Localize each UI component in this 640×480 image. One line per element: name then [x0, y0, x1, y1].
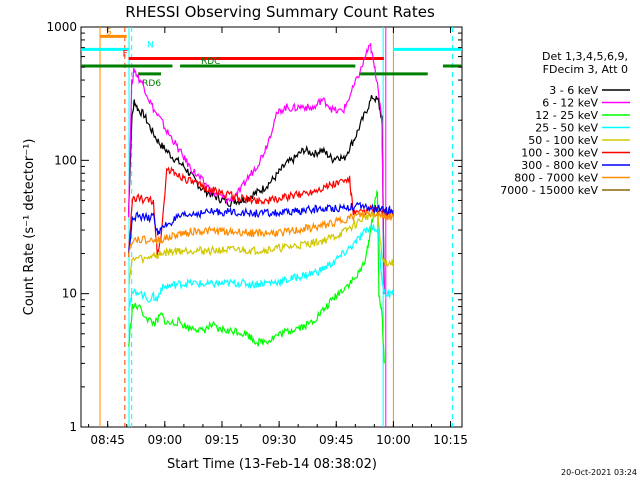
- legend-label-5: 100 - 300 keV: [521, 147, 598, 160]
- x-axis-label: Start Time (13-Feb-14 08:38:02): [167, 457, 377, 472]
- legend-label-7: 800 - 7000 keV: [514, 172, 598, 185]
- series-line-1: [128, 43, 385, 294]
- legend-label-3: 25 - 50 keV: [535, 122, 598, 135]
- x-tick-label-6: 10:15: [433, 433, 468, 447]
- legend-label-1: 6 - 12 keV: [542, 97, 598, 110]
- x-tick-label-2: 09:15: [205, 433, 240, 447]
- legend-label-8: 7000 - 15000 keV: [500, 184, 598, 197]
- y-tick-label-0: 1: [69, 420, 77, 434]
- series-line-0: [128, 95, 385, 294]
- timestamp: 20-Oct-2021 03:24: [561, 468, 637, 477]
- series-line-4: [128, 210, 394, 284]
- legend: Det 1,3,4,5,6,9,FDecim 3, Att 0 3 - 6 keV…: [500, 50, 630, 197]
- plot-frame: [80, 26, 463, 428]
- interval-label-0: S: [106, 27, 112, 37]
- y-tick-label-2: 100: [54, 153, 77, 167]
- y-tick-label-3: 1000: [46, 20, 77, 34]
- series-line-6: [128, 201, 394, 253]
- interval-label-4: RDC: [201, 57, 220, 67]
- legend-header-1: FDecim 3, Att 0: [543, 63, 628, 76]
- series-line-5: [128, 166, 394, 257]
- x-tick-label-0: 08:45: [90, 433, 125, 447]
- legend-label-2: 12 - 25 keV: [535, 109, 598, 122]
- series-line-3: [128, 224, 394, 311]
- legend-label-0: 3 - 6 keV: [549, 84, 598, 97]
- interval-label-7: RD6: [142, 79, 161, 89]
- legend-header-0: Det 1,3,4,5,6,9,: [542, 50, 628, 63]
- series-line-7: [128, 210, 394, 257]
- legend-label-4: 50 - 100 keV: [528, 134, 598, 147]
- y-axis-label: Count Rate (s⁻¹ detector⁻¹): [22, 139, 37, 316]
- y-tick-label-1: 10: [62, 287, 77, 301]
- interval-label-2: F: [123, 50, 128, 60]
- series-line-2: [128, 189, 385, 364]
- x-tick-label-3: 09:30: [262, 433, 297, 447]
- legend-label-6: 300 - 800 keV: [521, 159, 598, 172]
- chart-title: RHESSI Observing Summary Count Rates: [125, 3, 435, 21]
- x-tick-label-5: 10:00: [376, 433, 411, 447]
- x-tick-label-4: 09:45: [319, 433, 354, 447]
- x-tick-label-1: 09:00: [148, 433, 183, 447]
- interval-label-1: N: [147, 40, 154, 50]
